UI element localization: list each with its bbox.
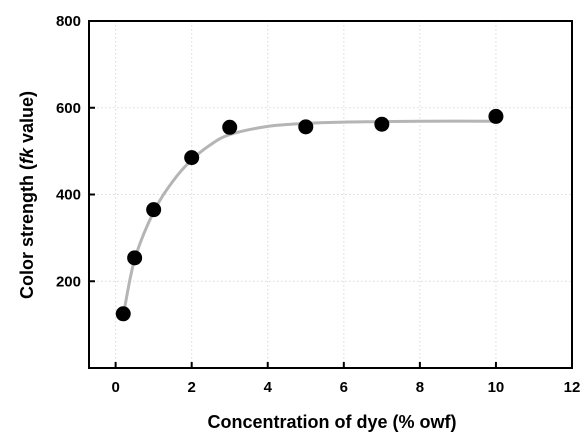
- data-point: [115, 306, 131, 322]
- x-tick-label: 4: [264, 379, 273, 396]
- y-axis-ticks: 200 400 600 800: [56, 13, 95, 290]
- data-point: [184, 150, 200, 166]
- fit-curve: [121, 119, 498, 318]
- grid-layer: [89, 21, 572, 368]
- data-points: [115, 108, 504, 322]
- x-tick-label: 12: [564, 379, 581, 396]
- x-axis-ticks: 0 2 4 6 8 10 12: [111, 362, 580, 396]
- data-point: [488, 108, 504, 124]
- x-tick-label: 10: [488, 379, 505, 396]
- data-point: [222, 119, 238, 135]
- x-axis-label: Concentration of dye (% owf): [208, 412, 457, 432]
- y-tick-label: 200: [56, 273, 81, 290]
- y-axis-label-italic: fk: [17, 147, 37, 164]
- y-axis-label-suffix: value): [17, 91, 37, 148]
- x-tick-label: 0: [111, 379, 119, 396]
- data-point: [127, 250, 143, 266]
- data-point: [298, 119, 314, 135]
- data-point: [374, 116, 390, 132]
- y-tick-label: 800: [56, 13, 81, 30]
- x-tick-label: 8: [416, 379, 424, 396]
- y-axis-label-prefix: Color strength (: [17, 164, 37, 299]
- data-point: [146, 202, 162, 218]
- x-tick-label: 6: [340, 379, 348, 396]
- x-tick-label: 2: [188, 379, 196, 396]
- y-tick-label: 600: [56, 100, 81, 117]
- y-axis-label: Color strength (fk value): [17, 91, 37, 299]
- y-tick-label: 400: [56, 187, 81, 204]
